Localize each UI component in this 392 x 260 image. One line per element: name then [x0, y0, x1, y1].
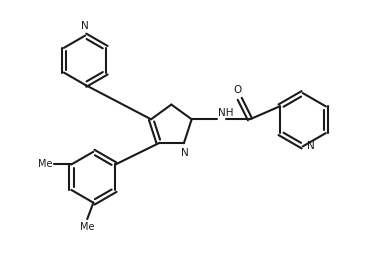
Text: N: N — [181, 148, 189, 158]
Text: N: N — [307, 141, 315, 151]
Text: Me: Me — [38, 159, 53, 170]
Text: Me: Me — [80, 222, 94, 232]
Text: N: N — [81, 22, 89, 31]
Text: NH: NH — [218, 108, 234, 118]
Text: O: O — [234, 85, 242, 95]
